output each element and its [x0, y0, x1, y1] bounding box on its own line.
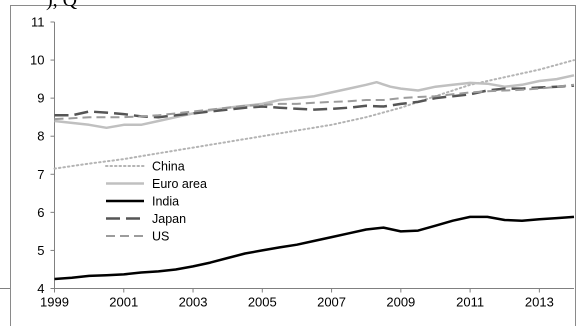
y-tick-label: 11 [31, 15, 45, 30]
x-tick-label: 2005 [248, 295, 277, 310]
series-line-india [54, 215, 575, 281]
x-tick-label: 2007 [317, 295, 346, 310]
x-tick-label: 1999 [40, 295, 69, 310]
series-line-us [54, 83, 575, 121]
series-layer [53, 59, 575, 281]
y-axis-ticks: 4 5 6 7 8 9 10 11 [30, 15, 55, 296]
x-tick-label: 2003 [179, 295, 208, 310]
x-tick-label: 2011 [456, 295, 484, 310]
title-fragment: ), Q [46, 0, 78, 11]
y-tick-label: 7 [37, 167, 44, 182]
x-axis-ticks: 1999 2001 2003 2005 2007 2009 2011 2013 [40, 288, 554, 310]
x-tick-label: 2009 [386, 295, 415, 310]
legend-label: China [152, 160, 185, 174]
y-tick-label: 8 [37, 129, 44, 144]
chart-frame [10, 5, 576, 326]
y-tick-label: 9 [37, 91, 44, 106]
y-tick-label: 4 [37, 281, 44, 296]
x-tick-label: 2001 [109, 295, 138, 310]
series-line-china [53, 59, 575, 170]
x-tick-label: 2013 [525, 295, 554, 310]
legend-label: India [152, 195, 179, 209]
legend-label: Japan [152, 212, 186, 226]
legend: China Euro area India Japan US [105, 160, 207, 244]
y-tick-label: 10 [30, 53, 44, 68]
y-tick-label: 6 [37, 205, 44, 220]
series-line-euro-area [54, 74, 575, 130]
y-tick-label: 5 [37, 243, 44, 258]
legend-label: US [152, 230, 169, 244]
legend-label: Euro area [152, 177, 207, 191]
